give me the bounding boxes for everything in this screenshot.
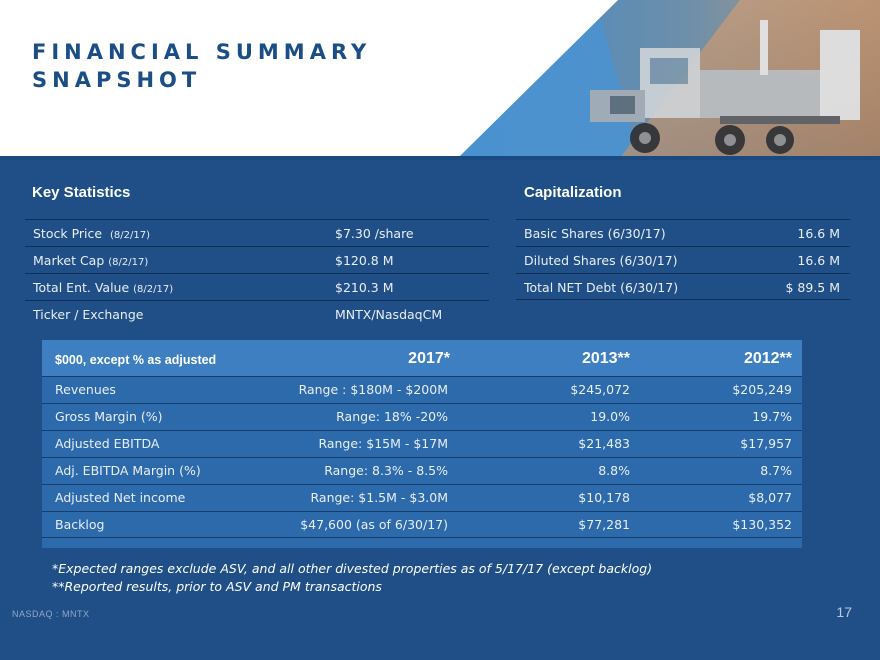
table-cell: 8.8% (598, 463, 630, 478)
units-label: $000, except % as adjusted (55, 353, 217, 367)
table-cell: Range: 18% -20% (336, 409, 448, 424)
table-row: Adjusted EBITDA Range: $15M - $17M $21,4… (42, 430, 802, 457)
stat-value: $7.30 /share (335, 226, 414, 241)
table-cell: 8.7% (760, 463, 792, 478)
stat-value: $210.3 M (335, 280, 394, 295)
stat-date: (8/2/17) (108, 257, 149, 268)
table-cell: $245,072 (570, 382, 630, 397)
metric-label: Revenues (55, 382, 116, 397)
title-line-1: FINANCIAL SUMMARY (32, 40, 372, 64)
page-number: 17 (836, 604, 852, 620)
financial-table: $000, except % as adjusted 2017* 2013** … (42, 340, 802, 548)
table-row: Revenues Range : $180M - $200M $245,072 … (42, 376, 802, 403)
header-divider (0, 156, 880, 160)
table-cell: $77,281 (578, 517, 630, 532)
financial-table-header: $000, except % as adjusted 2017* 2013** … (42, 340, 802, 376)
table-cell: 19.7% (752, 409, 792, 424)
stat-row: Market Cap (8/2/17) $120.8 M (25, 246, 489, 273)
cap-row: Basic Shares (6/30/17) 16.6 M (516, 219, 850, 246)
cap-value: 16.6 M (797, 226, 840, 241)
key-statistics-heading: Key Statistics (32, 184, 131, 201)
capitalization-table: Basic Shares (6/30/17) 16.6 M Diluted Sh… (516, 219, 850, 300)
table-cell: Range : $180M - $200M (298, 382, 448, 397)
table-cell: $10,178 (578, 490, 630, 505)
cap-value: 16.6 M (797, 253, 840, 268)
table-cell: $21,483 (578, 436, 630, 451)
table-cell: $17,957 (740, 436, 792, 451)
stat-date: (8/2/17) (133, 284, 174, 295)
year-header: 2017* (408, 350, 450, 367)
table-cell: Range: $15M - $17M (318, 436, 448, 451)
footnote-expected-ranges: *Expected ranges exclude ASV, and all ot… (52, 561, 653, 576)
cap-row: Diluted Shares (6/30/17) 16.6 M (516, 246, 850, 273)
title-line-2: SNAPSHOT (32, 68, 202, 92)
stat-label: Total Ent. Value (8/2/17) (33, 280, 174, 295)
metric-label: Gross Margin (%) (55, 409, 163, 424)
cap-row: Total NET Debt (6/30/17) $ 89.5 M (516, 273, 850, 300)
metric-label: Backlog (55, 517, 105, 532)
footer-ticker: NASDAQ : MNTX (12, 609, 90, 619)
stat-row: Total Ent. Value (8/2/17) $210.3 M (25, 273, 489, 300)
table-row: Adjusted Net income Range: $1.5M - $3.0M… (42, 484, 802, 511)
table-row: Adj. EBITDA Margin (%) Range: 8.3% - 8.5… (42, 457, 802, 484)
stat-label: Ticker / Exchange (33, 307, 144, 322)
table-cell: $47,600 (as of 6/30/17) (300, 517, 448, 532)
table-cell: Range: 8.3% - 8.5% (324, 463, 448, 478)
table-row: Gross Margin (%) Range: 18% -20% 19.0% 1… (42, 403, 802, 430)
cap-label: Diluted Shares (6/30/17) (524, 253, 678, 268)
stat-label: Market Cap (8/2/17) (33, 253, 149, 268)
truck-photo-banner (458, 0, 880, 158)
year-header: 2012** (743, 350, 792, 367)
stat-date: (8/2/17) (110, 230, 151, 241)
capitalization-heading: Capitalization (524, 184, 622, 201)
year-header: 2013** (581, 350, 630, 367)
truck-silhouette (590, 20, 860, 155)
stat-value: MNTX/NasdaqCM (335, 307, 443, 322)
cap-value: $ 89.5 M (785, 280, 840, 295)
slide-title: FINANCIAL SUMMARY SNAPSHOT (32, 38, 371, 94)
slide-header: FINANCIAL SUMMARY SNAPSHOT (0, 0, 880, 158)
metric-label: Adjusted EBITDA (55, 436, 160, 451)
table-cell: $8,077 (748, 490, 792, 505)
cap-label: Basic Shares (6/30/17) (524, 226, 666, 241)
stat-row: Stock Price (8/2/17) $7.30 /share (25, 219, 489, 246)
metric-label: Adjusted Net income (55, 490, 186, 505)
table-cell: $130,352 (732, 517, 792, 532)
table-cell: Range: $1.5M - $3.0M (310, 490, 449, 505)
footnote-reported-results: **Reported results, prior to ASV and PM … (52, 579, 382, 594)
stat-row: Ticker / Exchange MNTX/NasdaqCM (25, 300, 489, 327)
table-cell: 19.0% (590, 409, 630, 424)
stat-value: $120.8 M (335, 253, 394, 268)
stat-label: Stock Price (8/2/17) (33, 226, 151, 241)
metric-label: Adj. EBITDA Margin (%) (55, 463, 201, 478)
table-row: Backlog $47,600 (as of 6/30/17) $77,281 … (42, 511, 802, 538)
table-cell: $205,249 (732, 382, 792, 397)
key-statistics-table: Stock Price (8/2/17) $7.30 /share Market… (25, 219, 489, 327)
cap-label: Total NET Debt (6/30/17) (524, 280, 679, 295)
